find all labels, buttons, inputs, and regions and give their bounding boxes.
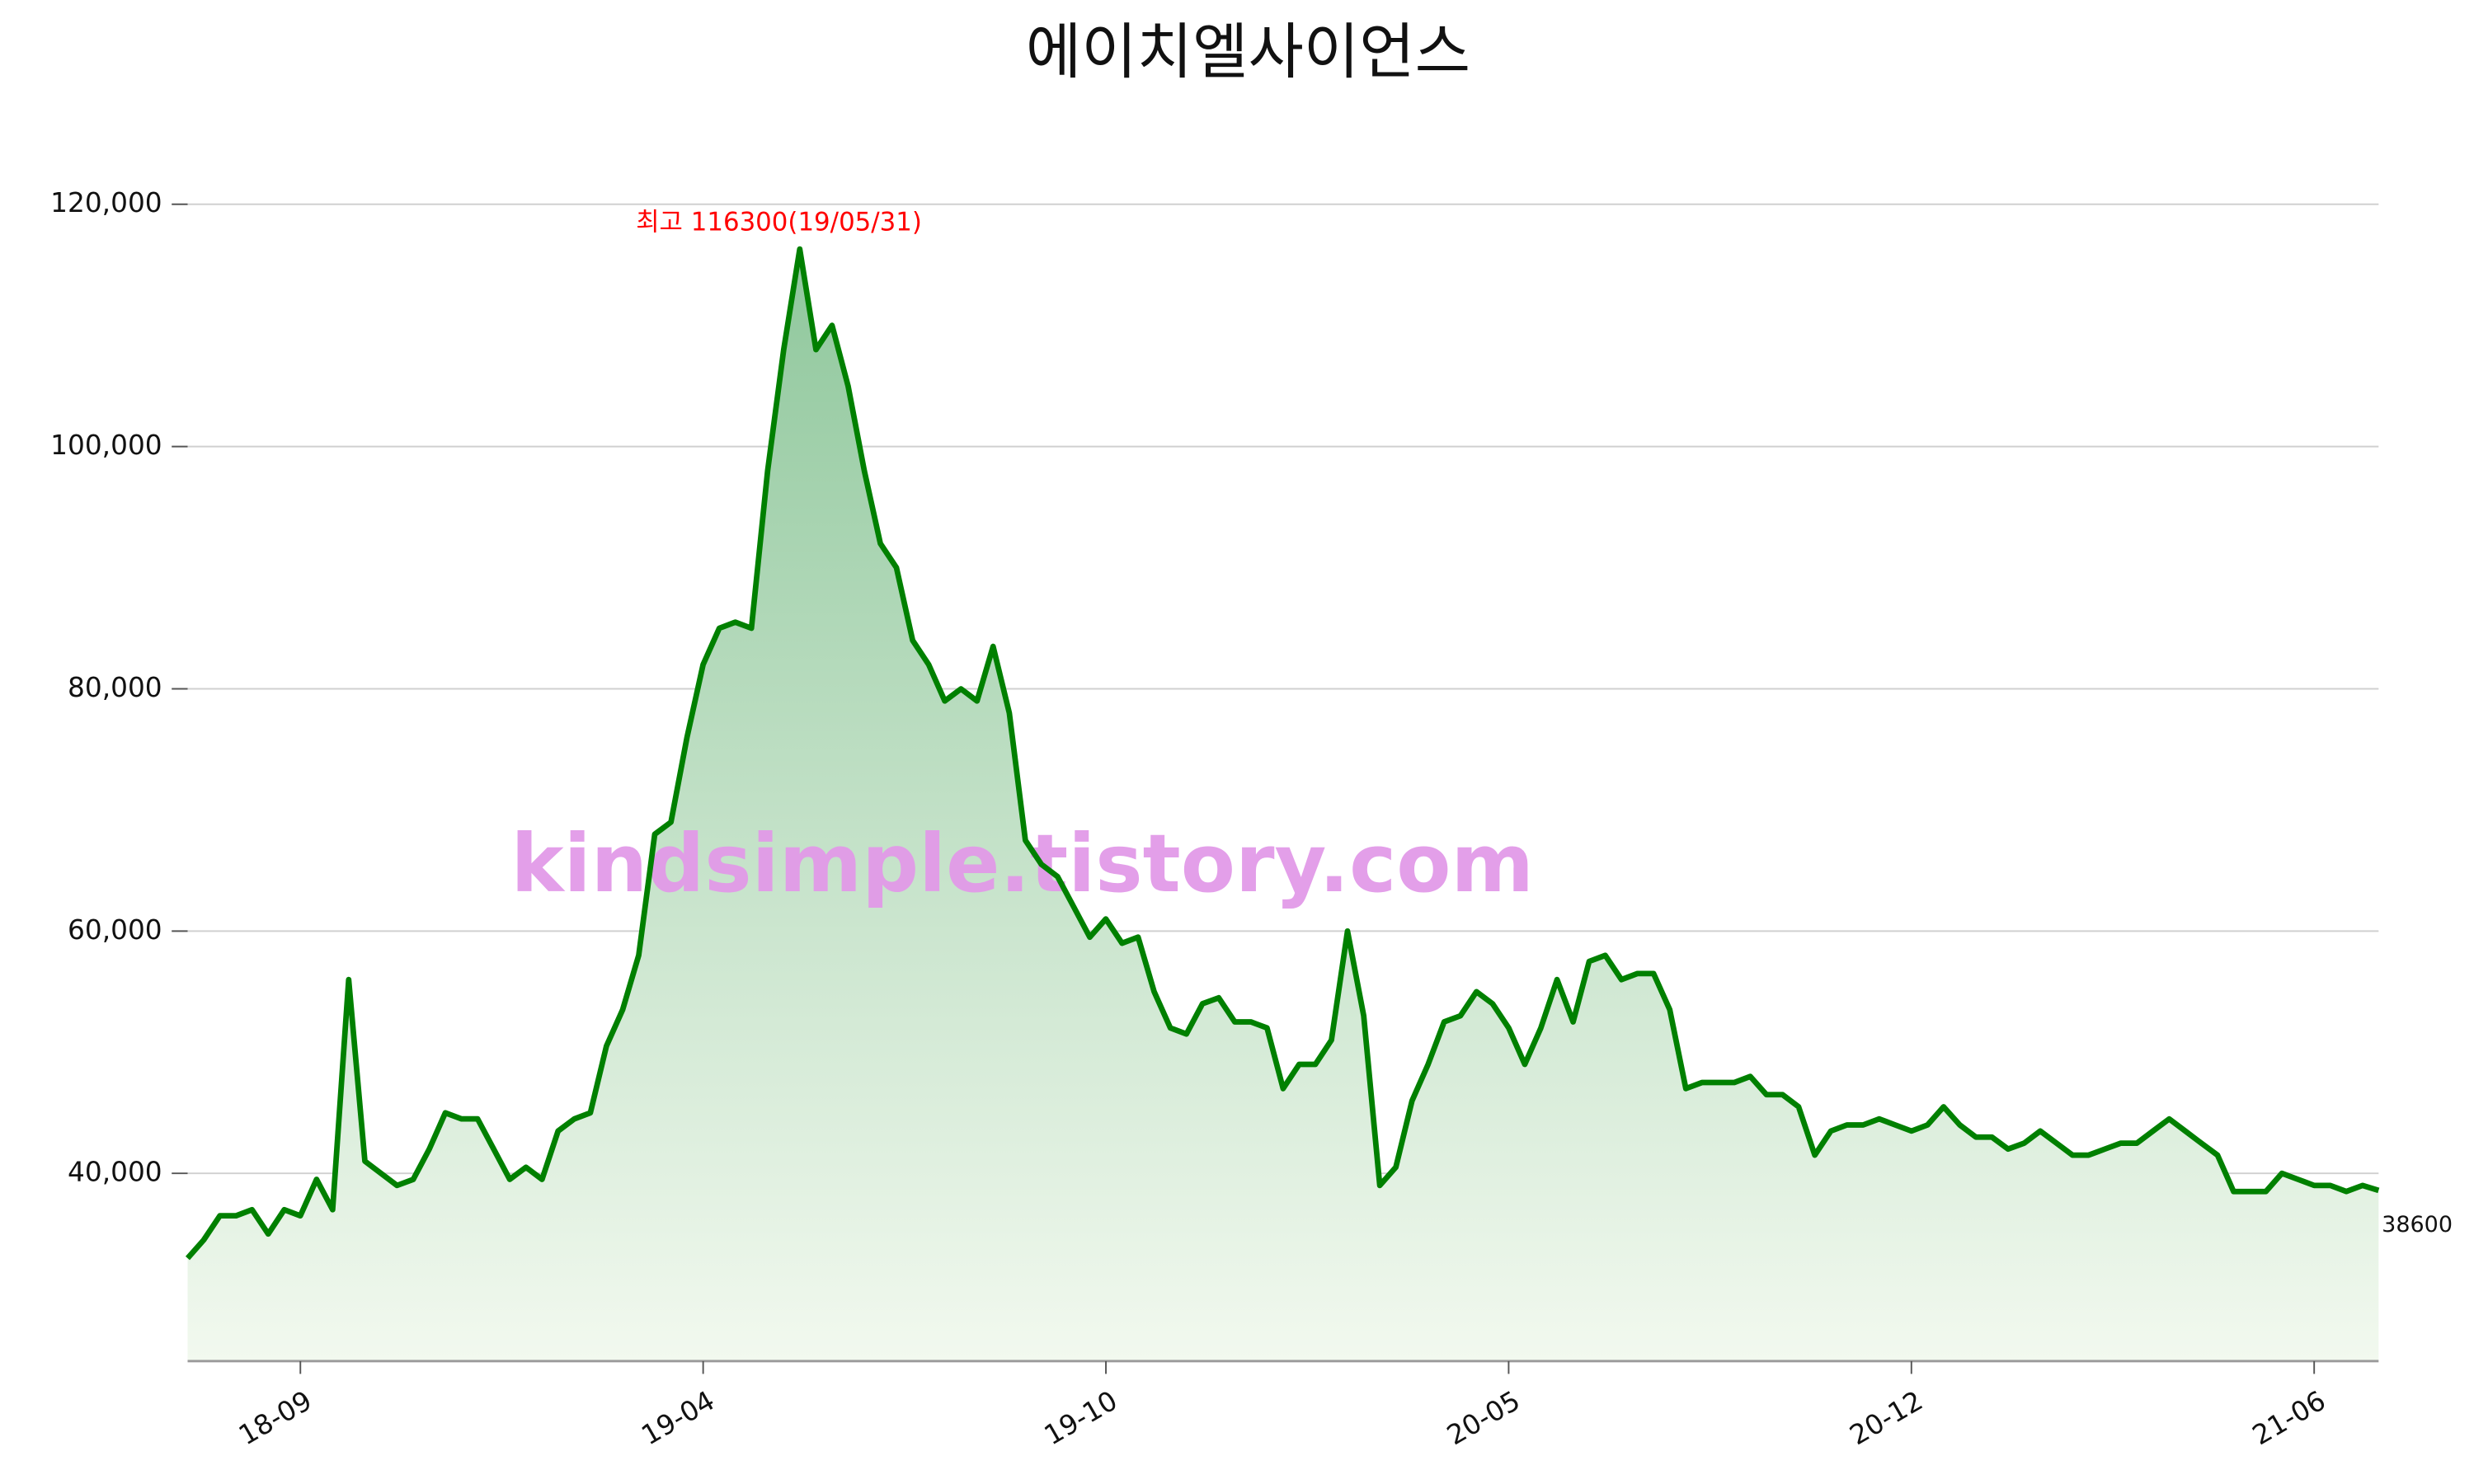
x-tick-label: 20-05 — [1442, 1385, 1525, 1452]
last-value-label: 38600 — [2382, 1212, 2453, 1237]
x-tick-label: 19-04 — [637, 1385, 720, 1452]
area — [187, 249, 2379, 1361]
y-tick-label: 120,000 — [50, 187, 162, 218]
x-tick-label: 18-09 — [233, 1385, 317, 1452]
y-tick-label: 40,000 — [68, 1157, 162, 1188]
max-annotation: 최고 116300(19/05/31) — [636, 207, 922, 237]
y-tick-label: 100,000 — [50, 430, 162, 461]
price-line — [185, 246, 2380, 1261]
x-tick-label: 21-06 — [2247, 1385, 2331, 1452]
x-tick-label: 19-10 — [1039, 1385, 1122, 1452]
x-tick-label: 20-12 — [1845, 1385, 1928, 1452]
y-tick-label: 60,000 — [68, 914, 162, 946]
y-tick-label: 80,000 — [68, 672, 162, 703]
chart-title: 에이치엘사이언스 — [1026, 17, 1470, 87]
